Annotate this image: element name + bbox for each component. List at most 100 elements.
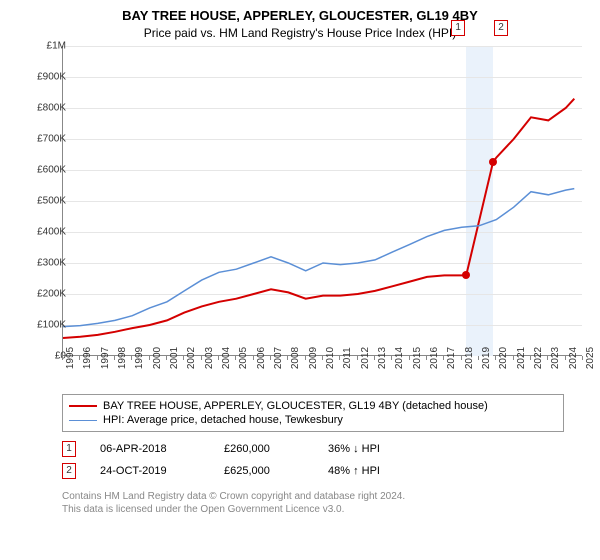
legend-label: BAY TREE HOUSE, APPERLEY, GLOUCESTER, GL… — [103, 400, 488, 412]
y-axis-label: £500K — [16, 196, 66, 207]
x-axis-label: 2003 — [204, 347, 215, 369]
x-axis-label: 2008 — [290, 347, 301, 369]
x-tick — [114, 356, 115, 360]
sale-date: 24-OCT-2019 — [100, 465, 200, 477]
x-tick — [582, 356, 583, 360]
x-axis-label: 2002 — [186, 347, 197, 369]
x-tick — [513, 356, 514, 360]
sale-marker-box: 2 — [494, 20, 508, 36]
y-axis-label: £900K — [16, 72, 66, 83]
footer-line1: Contains HM Land Registry data © Crown c… — [62, 490, 564, 503]
x-tick — [339, 356, 340, 360]
x-tick — [270, 356, 271, 360]
x-axis-label: 2006 — [256, 347, 267, 369]
x-tick — [495, 356, 496, 360]
x-axis-label: 2011 — [342, 347, 353, 369]
x-tick — [530, 356, 531, 360]
y-axis-label: £100K — [16, 320, 66, 331]
x-tick — [218, 356, 219, 360]
x-tick — [79, 356, 80, 360]
x-axis-label: 2022 — [533, 347, 544, 369]
x-axis-label: 2012 — [360, 347, 371, 369]
chart-container: BAY TREE HOUSE, APPERLEY, GLOUCESTER, GL… — [0, 0, 600, 560]
footer-line2: This data is licensed under the Open Gov… — [62, 503, 564, 516]
x-tick — [235, 356, 236, 360]
sale-pct: 36% ↓ HPI — [328, 443, 418, 455]
sale-pct: 48% ↑ HPI — [328, 465, 418, 477]
x-axis-label: 2024 — [568, 347, 579, 369]
x-tick — [131, 356, 132, 360]
x-axis-label: 2018 — [464, 347, 475, 369]
x-tick — [409, 356, 410, 360]
x-axis-label: 2020 — [498, 347, 509, 369]
x-axis-label: 2009 — [308, 347, 319, 369]
x-tick — [391, 356, 392, 360]
x-tick — [62, 356, 63, 360]
sale-row: 2 24-OCT-2019 £625,000 48% ↑ HPI — [62, 460, 564, 482]
x-axis-label: 2019 — [481, 347, 492, 369]
chart-title: BAY TREE HOUSE, APPERLEY, GLOUCESTER, GL… — [0, 0, 600, 23]
x-axis-label: 2015 — [412, 347, 423, 369]
y-axis-label: £200K — [16, 289, 66, 300]
y-axis-label: £1M — [16, 41, 66, 52]
sale-num-box: 2 — [62, 463, 76, 479]
y-axis-label: £700K — [16, 134, 66, 145]
series-hpi — [63, 189, 574, 327]
legend-swatch — [69, 405, 97, 407]
y-axis-label: £600K — [16, 165, 66, 176]
plot-region: 12 — [62, 46, 582, 356]
y-axis-label: £800K — [16, 103, 66, 114]
sales-table: 106-APR-2018£260,00036% ↓ HPI224-OCT-201… — [62, 438, 564, 482]
x-axis-label: 2017 — [446, 347, 457, 369]
x-axis-label: 2021 — [516, 347, 527, 369]
chart-area: 12 £0£100K£200K£300K£400K£500K£600K£700K… — [36, 46, 596, 386]
y-axis-label: £300K — [16, 258, 66, 269]
x-tick — [426, 356, 427, 360]
x-axis-label: 2007 — [273, 347, 284, 369]
chart-subtitle: Price paid vs. HM Land Registry's House … — [0, 23, 600, 46]
x-tick — [547, 356, 548, 360]
legend-label: HPI: Average price, detached house, Tewk… — [103, 414, 343, 426]
x-tick — [149, 356, 150, 360]
legend-swatch — [69, 420, 97, 421]
sale-price: £625,000 — [224, 465, 304, 477]
x-axis-label: 2013 — [377, 347, 388, 369]
x-tick — [166, 356, 167, 360]
legend-row: BAY TREE HOUSE, APPERLEY, GLOUCESTER, GL… — [69, 399, 557, 413]
sale-marker-box: 1 — [451, 20, 465, 36]
x-tick — [374, 356, 375, 360]
x-tick — [565, 356, 566, 360]
x-tick — [357, 356, 358, 360]
x-axis-label: 2000 — [152, 347, 163, 369]
sale-marker-dot — [489, 158, 497, 166]
x-axis-label: 1998 — [117, 347, 128, 369]
x-axis-label: 1995 — [65, 347, 76, 369]
sale-marker-dot — [462, 271, 470, 279]
sale-date: 06-APR-2018 — [100, 443, 200, 455]
x-tick — [305, 356, 306, 360]
x-axis-label: 2023 — [550, 347, 561, 369]
x-axis-label: 1999 — [134, 347, 145, 369]
x-tick — [443, 356, 444, 360]
x-tick — [183, 356, 184, 360]
line-series — [63, 46, 583, 356]
x-tick — [461, 356, 462, 360]
x-tick — [201, 356, 202, 360]
x-tick — [97, 356, 98, 360]
footer-attribution: Contains HM Land Registry data © Crown c… — [62, 490, 564, 516]
x-axis-label: 2004 — [221, 347, 232, 369]
y-axis-label: £0 — [16, 351, 66, 362]
legend-row: HPI: Average price, detached house, Tewk… — [69, 413, 557, 427]
sale-row: 106-APR-2018£260,00036% ↓ HPI — [62, 438, 564, 460]
x-axis-label: 2025 — [585, 347, 596, 369]
x-axis-label: 2001 — [169, 347, 180, 369]
legend: BAY TREE HOUSE, APPERLEY, GLOUCESTER, GL… — [62, 394, 564, 432]
x-axis-label: 2016 — [429, 347, 440, 369]
x-axis-label: 2010 — [325, 347, 336, 369]
sale-num-box: 1 — [62, 441, 76, 457]
x-tick — [322, 356, 323, 360]
x-axis-label: 1996 — [82, 347, 93, 369]
x-axis-label: 2005 — [238, 347, 249, 369]
x-tick — [253, 356, 254, 360]
y-axis-label: £400K — [16, 227, 66, 238]
